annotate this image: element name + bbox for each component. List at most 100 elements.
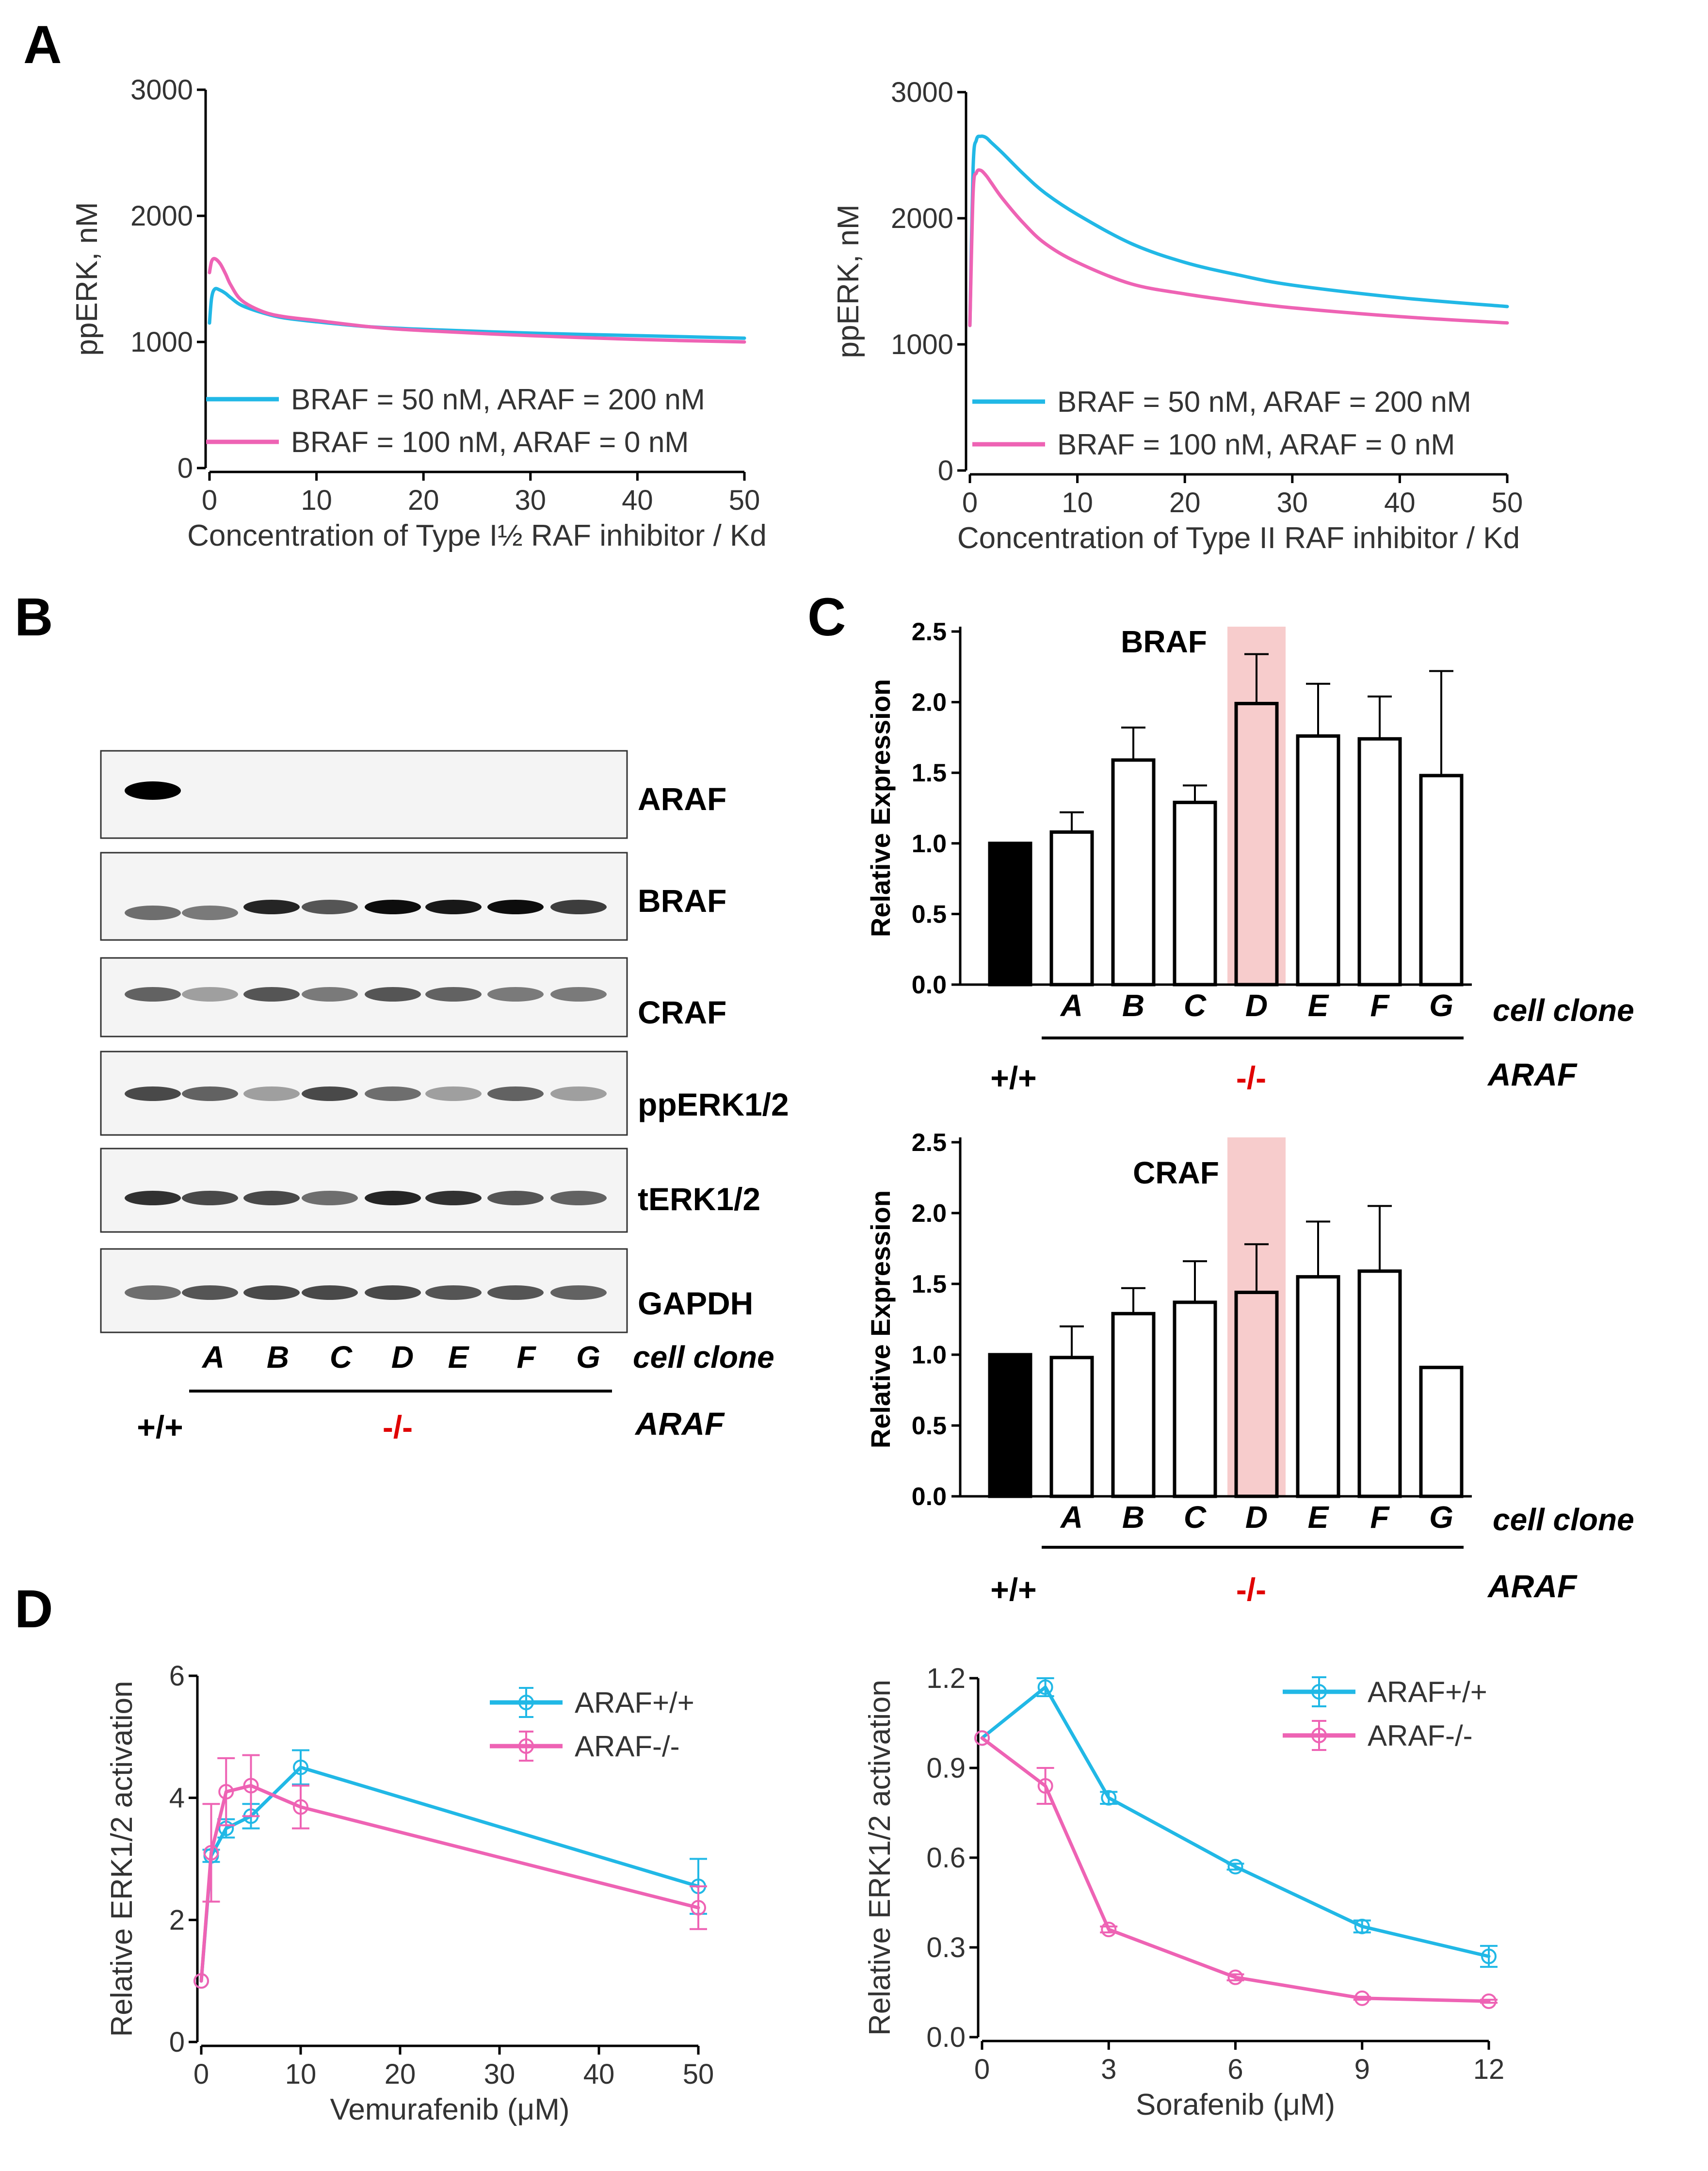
data-point: [1037, 1679, 1053, 1695]
protein-band: [365, 987, 421, 1002]
data-point: [691, 1900, 706, 1916]
protein-band: [302, 1191, 358, 1205]
band-label: ARAF: [638, 781, 726, 817]
series-line: [208, 287, 746, 340]
chart-a-type-i-half: 0 10 20 30 40 50 0 1000 2000 3000 Concentration of…: [70, 74, 767, 552]
y-tick-label: 1000: [891, 329, 953, 360]
x-axis-title: Concentration of Type II RAF inhibitor /…: [957, 521, 1520, 555]
y-tick-label: 1.5: [912, 759, 947, 787]
protein-band: [425, 1285, 482, 1300]
protein-band: [550, 1285, 607, 1300]
clone-label: A: [201, 1340, 225, 1375]
series-line: [980, 1736, 1491, 2003]
protein-band: [302, 1086, 358, 1101]
y-tick-label: 0: [177, 453, 193, 484]
protein-band: [425, 987, 482, 1002]
blot-strip: [100, 852, 628, 941]
x-tick-label: 0: [202, 485, 217, 516]
chart-c-craf: 0.0 0.5 1.0 1.5 2.0 2.5 Relative Expression CRA…: [865, 1129, 1472, 1535]
protein-band: [302, 900, 358, 914]
protein-band: [365, 1285, 421, 1300]
protein-band: [125, 1285, 181, 1300]
x-tick-label: 10: [285, 2058, 317, 2090]
bar: [1111, 1312, 1156, 1498]
y-tick-label: 0.0: [912, 971, 947, 999]
data-point: [243, 1778, 259, 1794]
category-label: D: [1245, 988, 1268, 1023]
chart-c-braf: 0.0 0.5 1.0 1.5 2.0 2.5 Relative Expression BRA…: [865, 618, 1472, 1023]
data-point: [1481, 1948, 1497, 1964]
panel-label-d: D: [15, 1579, 53, 1639]
band-label: CRAF: [638, 994, 726, 1030]
bar: [1049, 830, 1094, 987]
bar: [1111, 758, 1156, 987]
protein-band: [243, 900, 300, 914]
category-label: F: [1370, 988, 1390, 1023]
protein-band: [243, 1086, 300, 1101]
protein-band: [243, 1285, 300, 1300]
legend-label: BRAF = 50 nM, ARAF = 200 nM: [1057, 386, 1471, 418]
protein-band: [425, 900, 482, 914]
y-tick-label: 2.5: [912, 1129, 947, 1157]
x-tick-label: 9: [1354, 2054, 1370, 2085]
protein-band: [425, 1086, 482, 1101]
protein-band: [487, 1086, 544, 1101]
data-point: [1354, 1918, 1370, 1934]
gene-label: ARAF: [1487, 1056, 1578, 1092]
protein-band: [182, 987, 238, 1002]
protein-band: [243, 987, 300, 1002]
category-label: B: [1122, 1500, 1144, 1535]
x-tick-label: 6: [1227, 2054, 1243, 2085]
bar: [1357, 1269, 1402, 1498]
series-line: [199, 1766, 700, 1983]
data-point: [1227, 1859, 1243, 1875]
x-tick-label: 10: [301, 485, 332, 516]
chart-title: CRAF: [1133, 1155, 1219, 1190]
legend-label: ARAF+/+: [575, 1686, 694, 1719]
blot-strip: [100, 1148, 628, 1233]
legend-label: BRAF = 50 nM, ARAF = 200 nM: [291, 383, 705, 416]
wt-genotype: +/+: [990, 1060, 1036, 1096]
bar: [1357, 737, 1402, 987]
x-axis-title: Sorafenib (μM): [1136, 2088, 1335, 2122]
clone-label: G: [576, 1340, 600, 1375]
protein-band: [550, 1086, 607, 1101]
x-tick-label: 40: [583, 2058, 615, 2090]
x-tick-label: 40: [622, 485, 653, 516]
category-label: B: [1122, 988, 1144, 1023]
protein-band: [302, 1285, 358, 1300]
y-tick-label: 0.6: [926, 1842, 966, 1874]
data-point: [1481, 1993, 1497, 2009]
gene-label: ARAF: [634, 1406, 725, 1442]
protein-band: [125, 987, 181, 1002]
protein-band: [425, 1191, 482, 1205]
x-tick-label: 20: [385, 2058, 416, 2090]
clone-axis-label: cell clone: [1493, 993, 1634, 1028]
x-tick-label: 50: [1492, 487, 1523, 518]
bar: [1173, 1300, 1217, 1498]
series-line: [968, 168, 1509, 327]
clone-label: E: [448, 1340, 470, 1375]
chart-d-vemurafenib: 0 10 20 30 40 50 0 2 4 6 Vemurafenib (μM) Relative …: [105, 1660, 714, 2126]
bar: [988, 1353, 1032, 1498]
x-tick-label: 30: [1277, 487, 1308, 518]
y-tick-label: 1.0: [912, 830, 947, 858]
y-tick-label: 0.0: [926, 2022, 966, 2053]
category-label: A: [1060, 1500, 1083, 1535]
bar: [988, 842, 1032, 987]
protein-band: [182, 1285, 238, 1300]
y-tick-label: 0.0: [912, 1483, 947, 1511]
blot-strip: [100, 957, 628, 1037]
legend-label: BRAF = 100 nM, ARAF = 0 nM: [1057, 428, 1455, 461]
x-tick-label: 50: [729, 485, 760, 516]
protein-band: [365, 1086, 421, 1101]
ko-genotype: -/-: [383, 1409, 413, 1445]
wt-genotype: +/+: [137, 1409, 183, 1445]
band-label: ppERK1/2: [638, 1086, 789, 1122]
y-tick-label: 2000: [130, 200, 193, 232]
protein-band: [550, 987, 607, 1002]
category-label: E: [1308, 988, 1330, 1023]
band-label: tERK1/2: [638, 1181, 760, 1217]
protein-band: [487, 900, 544, 914]
